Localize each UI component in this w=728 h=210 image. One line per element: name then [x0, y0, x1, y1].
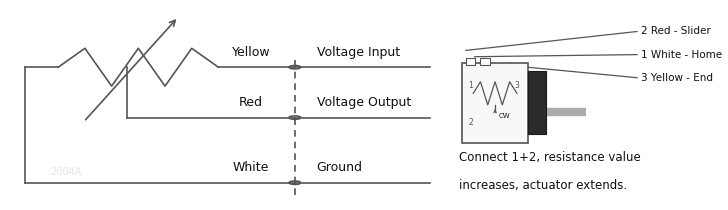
Bar	[480, 58, 490, 65]
Text: 2: 2	[468, 118, 473, 127]
Bar	[528, 71, 546, 134]
Text: increases, actuator extends.: increases, actuator extends.	[459, 178, 627, 192]
Text: Voltage Input: Voltage Input	[317, 46, 400, 59]
Text: 3 Yellow - End: 3 Yellow - End	[641, 73, 713, 83]
Text: Connect 1+2, resistance value: Connect 1+2, resistance value	[459, 151, 641, 164]
Text: CW: CW	[499, 113, 510, 119]
Bar	[462, 63, 528, 143]
Text: 1 White - Home: 1 White - Home	[641, 50, 721, 60]
Text: 2004A: 2004A	[50, 167, 81, 177]
Text: Voltage Output: Voltage Output	[317, 96, 411, 109]
Text: 2 Red - Slider: 2 Red - Slider	[641, 26, 711, 37]
Text: Red: Red	[240, 96, 263, 109]
Text: 3: 3	[515, 81, 520, 90]
Bar	[466, 58, 475, 65]
Text: Yellow: Yellow	[232, 46, 271, 59]
Text: White: White	[233, 161, 269, 174]
Text: Ground: Ground	[317, 161, 363, 174]
Text: 1: 1	[468, 81, 473, 90]
